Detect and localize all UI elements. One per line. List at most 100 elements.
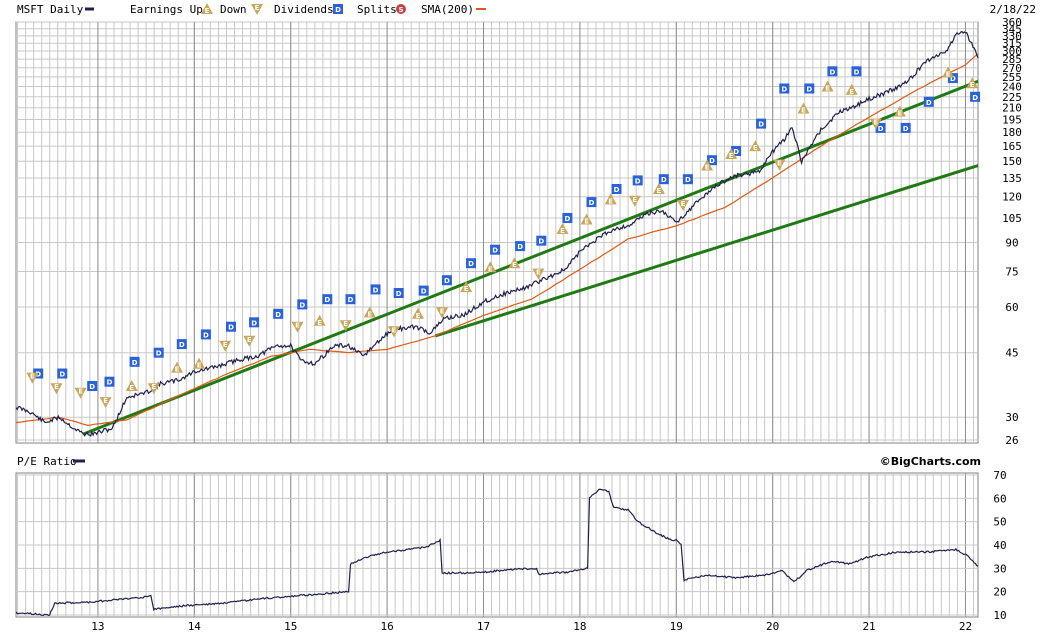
svg-text:E: E	[30, 373, 35, 381]
svg-text:E: E	[584, 218, 589, 226]
svg-text:D: D	[468, 260, 474, 268]
dividend-marker: D	[562, 213, 573, 223]
price-y-tick-label: 90	[1005, 236, 1018, 249]
price-y-tick-label: 210	[1002, 102, 1022, 115]
price-line	[15, 30, 979, 437]
earnings-down-marker: E	[628, 195, 641, 207]
price-y-tick-label: 330	[1002, 30, 1022, 43]
svg-text:E: E	[129, 384, 134, 392]
earnings-down-marker: E	[773, 159, 786, 171]
earnings-up-label: Earnings Up	[130, 3, 203, 16]
svg-text:E: E	[367, 310, 372, 318]
event-markers: D D D D D D D D D D D D D D D D D D D D D D D D D D D D D D D D D D D D D D D D…	[26, 66, 981, 409]
pe-ratio-line	[15, 488, 979, 617]
price-y-tick-label: 195	[1002, 114, 1022, 127]
dividend-marker: D	[658, 174, 669, 185]
pe-y-tick-label: 70	[993, 469, 1006, 482]
dividend-marker: D	[200, 329, 211, 340]
earnings-up-marker: E	[484, 261, 497, 273]
dividend-icon: D	[333, 4, 343, 14]
dividend-marker: D	[900, 122, 911, 133]
price-plot	[15, 30, 979, 437]
x-tick-label: 21	[862, 620, 875, 633]
earnings-down-marker: E	[677, 199, 689, 211]
earnings-down-marker: E	[50, 383, 63, 395]
earnings-up-marker: E	[313, 314, 326, 327]
svg-text:D: D	[733, 148, 739, 156]
svg-text:E: E	[849, 88, 854, 96]
svg-text:E: E	[536, 269, 541, 277]
x-tick-label: 20	[766, 620, 779, 633]
earnings-down-marker: E	[147, 383, 160, 395]
svg-text:D: D	[275, 311, 281, 319]
dividend-marker: D	[804, 83, 815, 94]
svg-text:D: D	[89, 383, 95, 391]
x-tick-label: 18	[573, 620, 586, 633]
svg-text:D: D	[685, 176, 691, 184]
dividend-marker: D	[33, 368, 44, 379]
svg-text:D: D	[926, 99, 932, 107]
svg-text:E: E	[657, 187, 662, 195]
svg-text:E: E	[151, 383, 156, 391]
svg-text:E: E	[753, 144, 758, 152]
price-y-tick-label: 225	[1002, 91, 1022, 104]
dividend-marker: D	[632, 175, 643, 186]
dividend-marker: D	[273, 308, 284, 319]
svg-text:D: D	[758, 121, 764, 129]
svg-text:E: E	[416, 312, 421, 320]
price-y-tick-label: 60	[1005, 301, 1018, 314]
svg-text:D: D	[156, 350, 162, 358]
earnings-down-marker: E	[436, 307, 449, 319]
svg-text:E: E	[729, 152, 734, 160]
svg-text:E: E	[54, 383, 59, 391]
svg-text:E: E	[801, 107, 806, 115]
split-icon: S	[396, 4, 406, 14]
price-y-tick-label: 285	[1002, 53, 1022, 66]
svg-text:D: D	[829, 68, 835, 76]
sma-200-line	[15, 53, 979, 427]
earnings-down-label: Down	[220, 3, 247, 16]
svg-text:D: D	[396, 290, 402, 298]
svg-text:E: E	[392, 326, 397, 334]
price-y-tick-label: 26	[1005, 434, 1018, 447]
svg-text:D: D	[564, 215, 570, 223]
svg-text:D: D	[251, 319, 257, 327]
dividend-marker: D	[226, 321, 236, 332]
dividend-marker: D	[682, 174, 693, 185]
price-y-tick-label: 135	[1002, 172, 1022, 185]
dividend-marker: D	[104, 376, 115, 387]
earnings-up-marker: E	[797, 102, 810, 115]
date-label: 2/18/22	[990, 3, 1036, 16]
svg-text:D: D	[59, 371, 65, 379]
dividend-marker: D	[779, 83, 790, 94]
svg-text:D: D	[324, 296, 330, 304]
svg-text:S: S	[398, 6, 403, 14]
sma-label: SMA(200)	[421, 3, 474, 16]
price-y-tick-label: 150	[1002, 155, 1022, 168]
earnings-up-marker: E	[412, 307, 424, 320]
price-y-tick-label: 300	[1002, 45, 1022, 58]
svg-text:E: E	[295, 322, 300, 330]
svg-text:D: D	[35, 371, 41, 379]
pe-y-tick-label: 30	[993, 562, 1006, 575]
pe-ratio-label: P/E Ratio	[17, 455, 77, 468]
earnings-down-marker: E	[387, 326, 400, 338]
dividend-marker: D	[153, 347, 164, 358]
svg-text:E: E	[247, 336, 252, 344]
svg-text:D: D	[972, 94, 978, 102]
price-y-tick-label: 45	[1005, 347, 1018, 360]
earnings-up-marker: E	[725, 148, 738, 160]
price-y-tick-label: 120	[1002, 191, 1022, 204]
dividends-label: Dividends	[274, 3, 334, 16]
svg-text:E: E	[197, 362, 202, 370]
svg-text:D: D	[348, 296, 354, 304]
earnings-up-marker: E	[942, 66, 955, 79]
svg-text:E: E	[103, 397, 108, 405]
earnings-up-marker: E	[193, 357, 206, 370]
svg-text:D: D	[421, 288, 427, 296]
dividend-marker: D	[536, 235, 547, 246]
x-axis: 13 14 15 16 17 18 19 20 21 22	[91, 620, 972, 633]
dividend-marker: D	[947, 73, 958, 84]
trendline	[434, 164, 979, 338]
earnings-up-marker: E	[460, 281, 473, 293]
